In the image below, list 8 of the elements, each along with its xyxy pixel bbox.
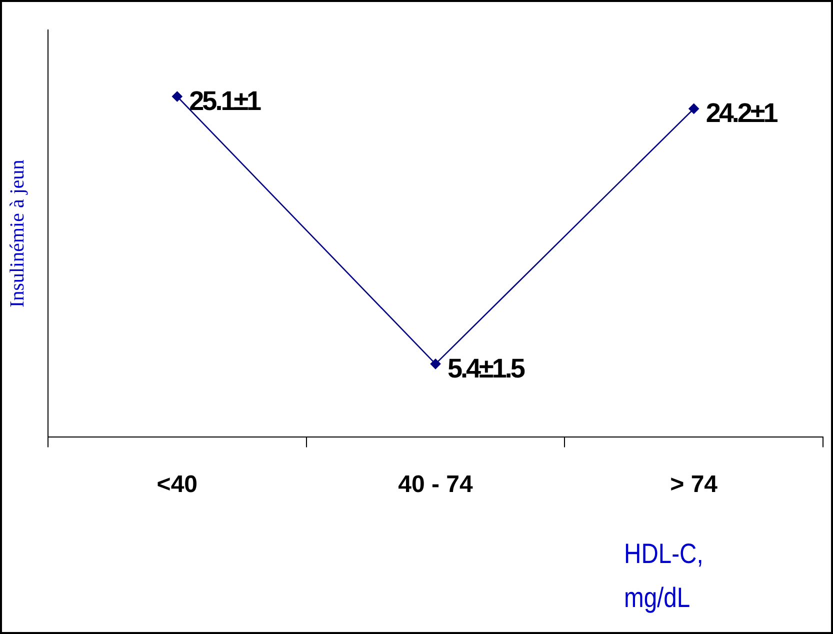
y-axis-title: Insulinémie à jeun	[6, 160, 28, 308]
data-label: 5.4±1.5	[448, 353, 526, 384]
data-label: 24.2±1	[706, 98, 778, 128]
data-label: 25.1±1	[189, 86, 262, 116]
x-tick-label: <40	[156, 471, 198, 498]
x-tick-label: 40 - 74	[398, 471, 474, 498]
x-axis-title: HDL-C, mg/dL	[624, 537, 704, 615]
x-tick-label: > 74	[670, 471, 718, 498]
